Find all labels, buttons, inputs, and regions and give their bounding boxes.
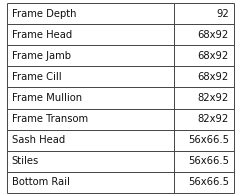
Bar bbox=[7, 151, 234, 172]
Text: Frame Depth: Frame Depth bbox=[12, 8, 76, 18]
Bar bbox=[7, 109, 234, 130]
Text: Frame Mullion: Frame Mullion bbox=[12, 93, 82, 103]
Text: 56x66.5: 56x66.5 bbox=[188, 156, 229, 166]
Text: 56x66.5: 56x66.5 bbox=[188, 178, 229, 188]
Text: 92: 92 bbox=[216, 8, 229, 18]
Text: 82x92: 82x92 bbox=[198, 114, 229, 124]
Text: Frame Cill: Frame Cill bbox=[12, 72, 61, 82]
Bar bbox=[7, 130, 234, 151]
Text: 82x92: 82x92 bbox=[198, 93, 229, 103]
Text: Frame Jamb: Frame Jamb bbox=[12, 51, 71, 61]
Bar bbox=[7, 66, 234, 87]
Text: 68x92: 68x92 bbox=[198, 72, 229, 82]
Text: Sash Head: Sash Head bbox=[12, 135, 65, 145]
Text: Frame Transom: Frame Transom bbox=[12, 114, 88, 124]
Text: Stiles: Stiles bbox=[12, 156, 39, 166]
Text: Bottom Rail: Bottom Rail bbox=[12, 178, 70, 188]
Bar bbox=[7, 24, 234, 45]
Bar bbox=[7, 3, 234, 24]
Text: 56x66.5: 56x66.5 bbox=[188, 135, 229, 145]
Text: 68x92: 68x92 bbox=[198, 51, 229, 61]
Bar bbox=[7, 45, 234, 66]
Text: 68x92: 68x92 bbox=[198, 30, 229, 40]
Bar bbox=[7, 172, 234, 193]
Text: Frame Head: Frame Head bbox=[12, 30, 72, 40]
Bar bbox=[7, 87, 234, 109]
